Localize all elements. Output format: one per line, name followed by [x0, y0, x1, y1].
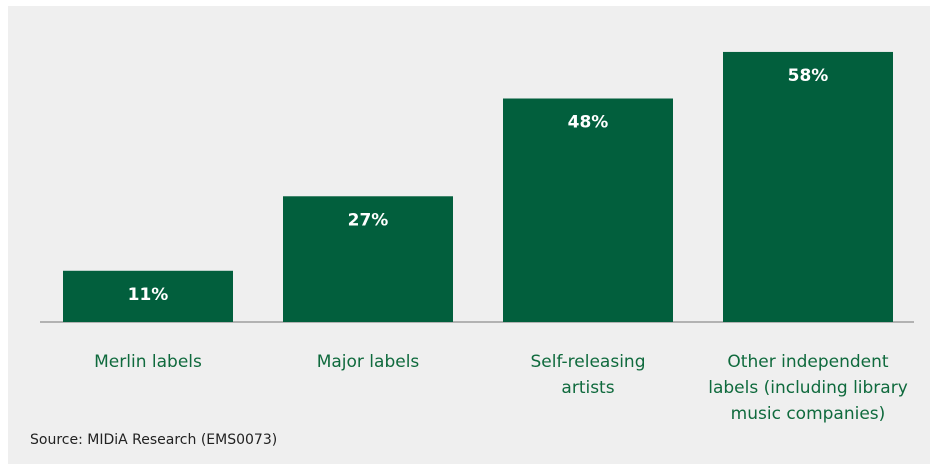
category-label-line: Merlin labels	[94, 352, 202, 372]
category-label-line: labels (including library	[708, 378, 908, 398]
category-label-line: artists	[561, 378, 614, 398]
category-label-1: Merlin labels	[94, 352, 202, 372]
bar-4	[723, 51, 893, 322]
bar-1	[63, 270, 233, 322]
source-note: Source: MIDiA Research (EMS0073)	[30, 432, 278, 448]
category-label-2: Major labels	[317, 352, 420, 372]
category-label-line: music companies)	[731, 404, 886, 424]
category-label-line: Self-releasing	[531, 352, 646, 372]
category-label-3: Self-releasing artists	[531, 352, 646, 398]
data-label-2: 27%	[348, 210, 389, 230]
bar-2	[283, 196, 453, 322]
bar-series: 11% Merlin labels 27% Major labels 48% Self-r…	[63, 51, 908, 424]
data-label-1: 11%	[128, 285, 169, 305]
category-label-4: Other independent labels (including libra…	[708, 352, 908, 424]
category-label-line: Major labels	[317, 352, 420, 372]
bar-3	[503, 98, 673, 322]
category-label-line: Other independent	[727, 352, 888, 372]
data-label-3: 48%	[568, 113, 609, 133]
bar-chart: 11% Merlin labels 27% Major labels 48% Self-r…	[40, 51, 914, 424]
chart-panel: 11% Merlin labels 27% Major labels 48% Self-r…	[8, 6, 930, 464]
data-label-4: 58%	[788, 66, 829, 86]
